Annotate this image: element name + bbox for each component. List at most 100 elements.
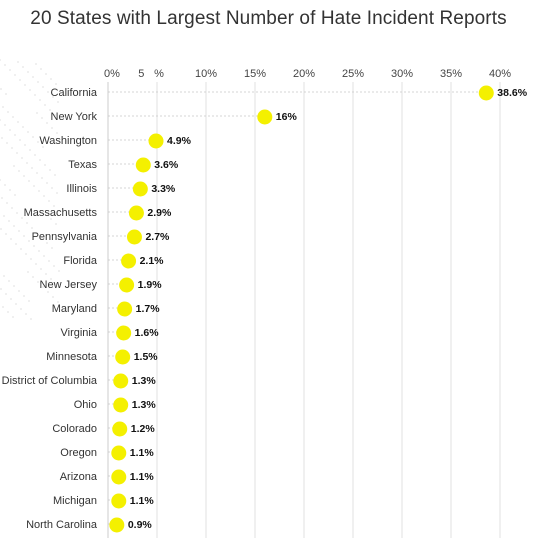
texture-dot [20, 248, 22, 250]
texture-dot [8, 220, 10, 222]
data-label: 1.7% [136, 303, 161, 315]
category-label: Virginia [61, 327, 98, 339]
category-label: Colorado [52, 423, 97, 435]
texture-dot [19, 139, 21, 141]
texture-dot [12, 116, 14, 118]
x-tick-label: 10% [195, 68, 217, 80]
x-tick-label: 30% [391, 68, 413, 80]
texture-dot [28, 300, 30, 302]
texture-dot [30, 258, 32, 260]
data-point [148, 133, 164, 149]
texture-dot [33, 185, 35, 187]
texture-dot [9, 189, 11, 191]
texture-dot [14, 74, 16, 76]
texture-dot [55, 83, 57, 85]
texture-dot [41, 117, 43, 119]
texture-dot [9, 129, 11, 131]
data-point [111, 493, 127, 509]
texture-dot [4, 184, 6, 186]
texture-dot [10, 238, 12, 240]
texture-dot [25, 253, 27, 255]
texture-dot [38, 250, 40, 252]
texture-dot [27, 71, 29, 73]
background-texture [0, 59, 60, 320]
texture-dot [34, 154, 36, 156]
data-point [112, 421, 128, 437]
x-tick-label: 35% [440, 68, 462, 80]
texture-dot [34, 94, 36, 96]
texture-dot [24, 144, 26, 146]
data-label: 1.3% [132, 399, 157, 411]
x-tick-label: 15% [244, 68, 266, 80]
texture-dot [50, 278, 52, 280]
texture-dot [53, 205, 55, 207]
texture-dot [55, 223, 57, 225]
data-point [113, 397, 129, 413]
texture-dot [35, 63, 37, 65]
texture-dot [51, 247, 53, 249]
category-label: Pennsylvania [32, 231, 98, 243]
texture-dot [0, 228, 2, 230]
data-point [119, 277, 135, 293]
data-point [111, 469, 127, 485]
texture-dot [29, 149, 31, 151]
category-label: Texas [68, 159, 97, 171]
texture-dot [30, 318, 32, 320]
data-label: 1.1% [130, 471, 155, 483]
data-label: 3.6% [154, 159, 179, 171]
texture-dot [53, 265, 55, 267]
texture-dot [28, 240, 30, 242]
texture-dot [38, 190, 40, 192]
texture-dot [21, 217, 23, 219]
texture-dot [42, 286, 44, 288]
data-label: 1.9% [138, 279, 163, 291]
data-label: 4.9% [167, 135, 192, 147]
chart-title: 20 States with Largest Number of Hate In… [30, 8, 507, 29]
texture-dot [23, 235, 25, 237]
texture-dot [31, 227, 33, 229]
texture-dot [46, 122, 48, 124]
data-label: 1.6% [135, 327, 160, 339]
data-label: 1.5% [134, 351, 159, 363]
texture-dot [36, 112, 38, 114]
texture-dot [47, 91, 49, 93]
texture-dot [42, 146, 44, 148]
texture-dot [23, 175, 25, 177]
texture-dot [42, 86, 44, 88]
texture-dot [15, 243, 17, 245]
texture-dot [36, 172, 38, 174]
data-label: 2.9% [147, 207, 172, 219]
texture-dot [5, 93, 7, 95]
category-label: Ohio [74, 399, 97, 411]
texture-dot [58, 270, 60, 272]
category-label: North Carolina [26, 519, 98, 531]
data-label: 1.1% [130, 447, 155, 459]
texture-dot [1, 137, 3, 139]
category-label: District of Columbia [2, 375, 98, 387]
texture-dot [52, 296, 54, 298]
category-label: Oregon [60, 447, 97, 459]
texture-dot [0, 59, 1, 61]
texture-dot [0, 179, 1, 181]
texture-dot [22, 126, 24, 128]
texture-dot [56, 192, 58, 194]
texture-dot [5, 233, 7, 235]
texture-dot [32, 136, 34, 138]
texture-dot [46, 242, 48, 244]
texture-dot [56, 132, 58, 134]
texture-dot [13, 285, 15, 287]
data-point [126, 229, 142, 245]
texture-dot [8, 280, 10, 282]
category-label: Illinois [66, 183, 97, 195]
data-label: 1.3% [132, 375, 157, 387]
texture-dot [39, 159, 41, 161]
texture-dot [1, 197, 3, 199]
texture-dot [52, 96, 54, 98]
data-point [132, 181, 148, 197]
category-label: Minnesota [46, 351, 98, 363]
texture-dot [28, 180, 30, 182]
texture-dot [47, 291, 49, 293]
texture-dot [0, 288, 2, 290]
texture-dot [31, 167, 33, 169]
texture-dot [2, 106, 4, 108]
